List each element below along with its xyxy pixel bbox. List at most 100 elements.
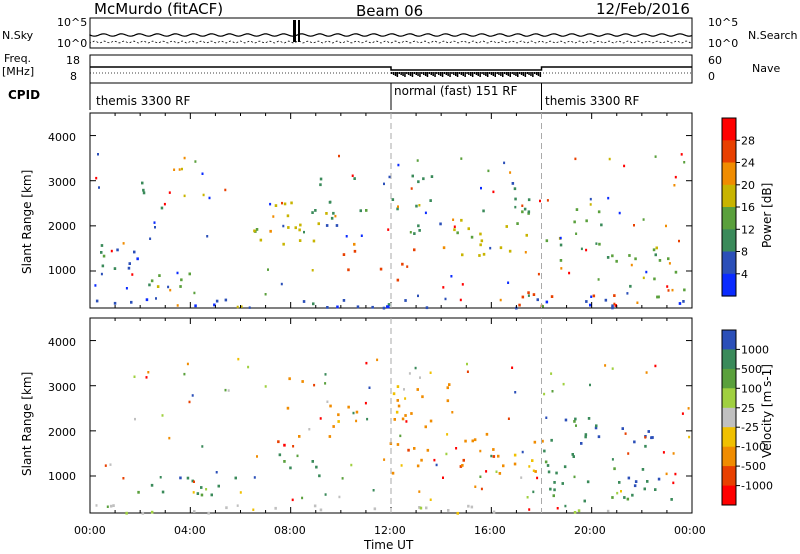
nave-dot [539,72,542,77]
velocity-speckle [490,454,493,458]
velocity-speckle [672,481,675,485]
power-cell [611,306,614,310]
power-cell [102,254,106,258]
velocity-cell [492,510,496,514]
velocity-speckle [324,493,327,496]
power-cell [527,212,530,215]
power-cell [413,232,416,235]
nave-dot [443,72,446,74]
velocity-speckle [418,490,421,493]
velocity-cell [332,425,335,428]
power-cell [314,209,317,212]
velocity-cell [407,448,410,452]
velocity-cell [419,506,423,510]
velocity-cell [347,405,350,409]
power-cell [317,222,320,226]
power-cell [141,181,144,185]
velocity-cell [413,447,416,450]
nave-dot [505,72,508,75]
power-cbar-ticklabel: 16 [741,201,755,214]
nave-dot [494,72,496,77]
date-title: 12/Feb/2016 [596,0,690,18]
nave-dot [396,72,399,77]
velocity-speckle [404,397,407,400]
power-speckle [351,174,354,177]
nave-dot [503,72,506,74]
velocity-cell [561,482,564,485]
velocity-cell [471,439,474,443]
velocity-cell [498,472,502,475]
power-cell [460,218,463,222]
velocity-speckle [134,417,136,421]
velocity-speckle [239,491,242,494]
velocity-cbar-ticklabel: -25 [741,421,759,434]
velocity-cbar-ticklabel: -500 [741,460,766,473]
velocity-cell [571,453,574,456]
power-cell [298,239,302,242]
velocity-cbar-swatch [722,388,736,409]
power-speckle [280,282,283,286]
nave-dot [460,72,463,75]
power-speckle [267,268,269,271]
velocity-speckle [366,417,369,421]
velocity-speckle [495,470,498,473]
power-cell [312,302,315,306]
nave-dot [498,72,500,75]
power-cell [545,300,549,304]
velocity-speckle [665,472,668,476]
velocity-speckle [532,490,535,494]
velocity-cell [396,385,400,388]
power-speckle [678,239,680,243]
nave-dot [507,72,510,76]
power-cell [606,256,610,259]
nave-dot [518,72,521,74]
plot-overlays [390,113,542,513]
velocity-speckle [109,463,112,466]
power-cell [658,259,662,262]
power-cell [525,233,528,237]
velocity-speckle [193,480,195,483]
power-speckle [618,211,621,215]
power-cell [180,278,183,282]
nave-dot [532,72,534,77]
power-speckle [597,278,600,281]
power-speckle [630,263,633,267]
power-speckle [444,297,447,301]
velocity-speckle [296,454,299,458]
power-cell [604,298,608,302]
noise-tick-top: 10^5 [57,16,88,29]
velocity-cell [391,471,395,475]
velocity-cell [577,509,581,513]
power-speckle [387,228,390,231]
velocity-speckle [466,370,469,373]
power-speckle [410,187,413,190]
power-cell [302,300,306,303]
velocity-cell [586,480,590,484]
power-cell [411,174,414,178]
velocity-cell [416,388,419,391]
velocity-speckle [479,475,482,478]
power-cell [335,224,339,227]
nave-tick-top: 60 [708,54,722,67]
velocity-cell [584,435,587,439]
velocity-cell [196,492,200,495]
velocity-speckle [104,464,107,467]
power-cell [142,188,145,192]
power-cbar-ticklabel: 24 [741,157,755,170]
velocity-cell [393,418,396,421]
power-cell [311,211,314,214]
nave-dot [421,72,423,74]
noise-spike [293,20,296,42]
velocity-cell [564,418,568,422]
power-cell [505,225,508,228]
cpid-mode-1: themis 3300 RF [96,94,191,108]
velocity-speckle [624,432,627,435]
power-speckle [110,249,113,253]
power-speckle [418,204,421,207]
velocity-cell [313,504,317,508]
power-cell [589,303,592,307]
nave-dot [481,72,483,74]
power-cell [480,239,484,243]
velocity-cell [315,465,318,469]
power-speckle [680,153,683,156]
